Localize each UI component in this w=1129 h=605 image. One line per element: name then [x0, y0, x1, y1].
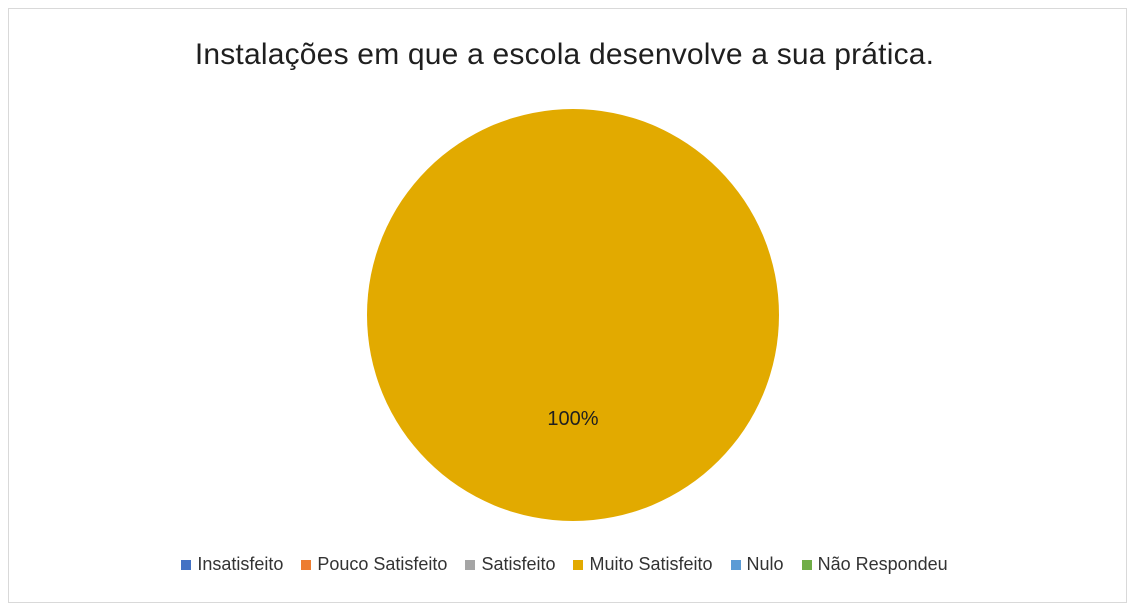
legend-label: Nulo [746, 554, 784, 574]
legend-swatch [465, 559, 476, 570]
legend-swatch [301, 559, 312, 570]
legend-item-nao-respondeu: Não Respondeu [801, 554, 948, 575]
pie-slice-muito-satisfeito [367, 109, 779, 521]
legend-swatch [730, 559, 741, 570]
legend: Insatisfeito Pouco Satisfeito Satisfeito Mu… [0, 554, 1129, 575]
legend-swatch [573, 559, 584, 570]
legend-label: Pouco Satisfeito [317, 554, 448, 574]
legend-item-nulo: Nulo [730, 554, 784, 575]
chart-title: Instalações em que a escola desenvolve a… [194, 38, 935, 71]
legend-item-pouco-satisfeito: Pouco Satisfeito [301, 554, 447, 575]
legend-swatch [801, 559, 812, 570]
legend-item-muito-satisfeito: Muito Satisfeito [573, 554, 713, 575]
legend-swatch [181, 559, 192, 570]
data-label-muito-satisfeito: 100% [547, 408, 598, 430]
legend-label: Satisfeito [481, 554, 556, 574]
legend-label: Não Respondeu [817, 554, 948, 574]
legend-item-insatisfeito: Insatisfeito [181, 554, 283, 575]
legend-item-satisfeito: Satisfeito [465, 554, 555, 575]
legend-label: Muito Satisfeito [589, 554, 713, 574]
legend-label: Insatisfeito [197, 554, 284, 574]
